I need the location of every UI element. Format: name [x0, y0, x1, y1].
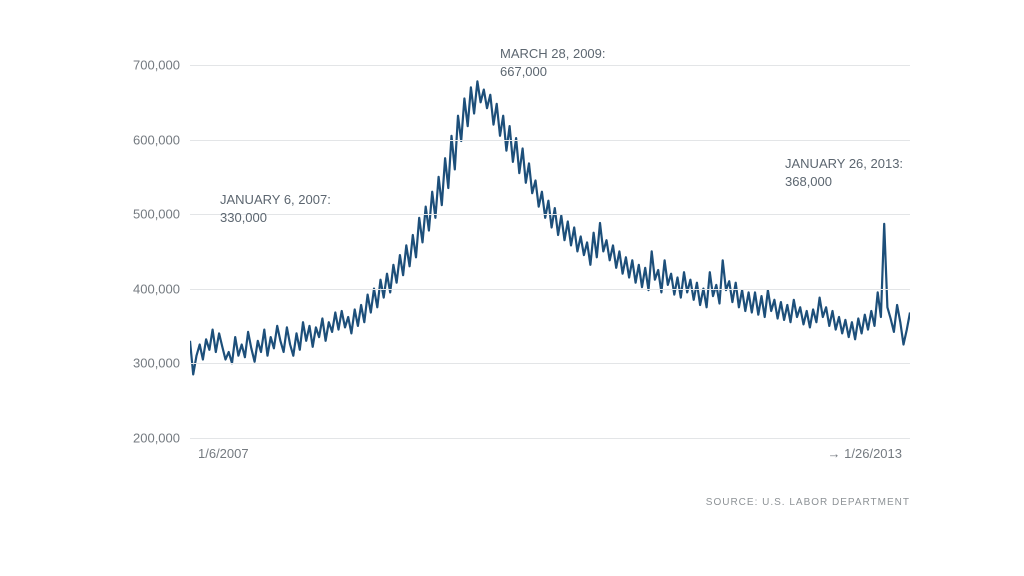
chart-annotation: JANUARY 26, 2013:368,000 [785, 155, 903, 190]
chart-annotation: JANUARY 6, 2007:330,000 [220, 191, 331, 226]
y-tick-label: 700,000 [100, 58, 180, 73]
gridline [190, 438, 910, 439]
gridline [190, 289, 910, 290]
annotation-value: 667,000 [500, 63, 606, 81]
y-tick-label: 200,000 [100, 430, 180, 445]
source-label: SOURCE: U.S. LABOR DEPARTMENT [706, 497, 910, 508]
x-axis-end-text: 1/26/2013 [844, 446, 902, 461]
annotation-value: 368,000 [785, 173, 903, 191]
y-tick-label: 400,000 [100, 281, 180, 296]
y-tick-label: 300,000 [100, 356, 180, 371]
data-line [190, 81, 910, 374]
annotation-value: 330,000 [220, 209, 331, 227]
arrow-right-icon: → [828, 446, 841, 461]
annotation-date: MARCH 28, 2009: [500, 45, 606, 63]
y-tick-label: 500,000 [100, 207, 180, 222]
annotation-date: JANUARY 26, 2013: [785, 155, 903, 173]
gridline [190, 140, 910, 141]
chart-annotation: MARCH 28, 2009:667,000 [500, 45, 606, 80]
line-chart-svg [190, 65, 910, 475]
y-tick-label: 600,000 [100, 132, 180, 147]
x-axis-start-label: 1/6/2007 [198, 446, 249, 461]
chart-stage: SOURCE: U.S. LABOR DEPARTMENT 1/6/2007 →… [0, 0, 1024, 576]
annotation-date: JANUARY 6, 2007: [220, 191, 331, 209]
gridline [190, 363, 910, 364]
plot-area: 1/6/2007 → 1/26/2013 SOURCE: U.S. LABOR … [190, 65, 910, 475]
x-axis-end-label: → 1/26/2013 [822, 446, 902, 461]
